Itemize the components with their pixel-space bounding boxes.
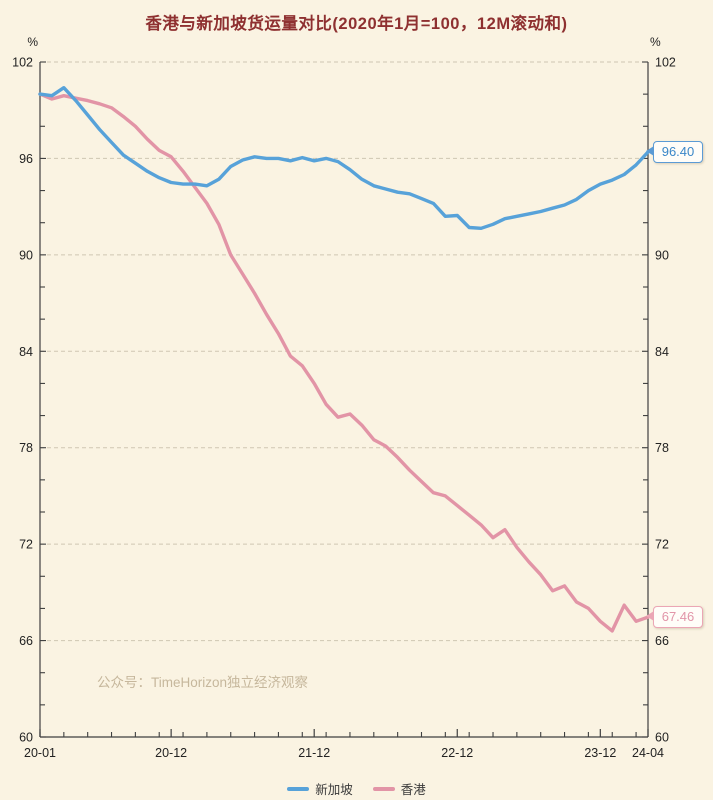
x-axis-label: 24-04: [632, 746, 664, 760]
y-axis-label-right: 102: [655, 56, 676, 70]
y-axis-label-left: 96: [19, 152, 33, 166]
page-title: 香港与新加坡货运量对比(2020年1月=100，12M滚动和): [145, 15, 568, 33]
watermark-text: 公众号：TimeHorizon独立经济观察: [97, 675, 309, 690]
x-axis-label: 21-12: [298, 746, 330, 760]
series-line-hongkong: [38, 92, 650, 633]
y-axis-label-left: 66: [19, 634, 33, 648]
hongkong-end-value: 67.46: [661, 609, 695, 624]
x-axis-label: 22-12: [441, 746, 473, 760]
y-axis-label-right: 84: [655, 345, 669, 359]
y-axis-label-left: 60: [19, 731, 33, 745]
legend-item-hongkong: 香港: [372, 779, 426, 798]
x-axis-label: 20-01: [24, 746, 56, 760]
y-axis-label-right: 60: [655, 731, 669, 745]
y-axis-label-right: 78: [655, 441, 669, 455]
y-axis-label-right: 90: [655, 248, 669, 262]
singapore-end-value: 96.40: [661, 144, 695, 159]
y-axis-label-left: 102: [12, 56, 33, 70]
singapore-end-value-callout: 96.40: [646, 141, 703, 163]
series-line-singapore: [38, 85, 650, 231]
legend-label-singapore: 新加坡: [315, 783, 353, 797]
y-axis-label-left: 78: [19, 441, 33, 455]
x-axis-label: 20-12: [155, 746, 187, 760]
chart-legend: 新加坡 香港: [0, 779, 713, 798]
hongkong-end-value-callout: 67.46: [646, 606, 703, 628]
x-axis-label: 23-12: [584, 746, 616, 760]
y-axis-label-left: 90: [19, 248, 33, 262]
y-axis-label-left: 84: [19, 345, 33, 359]
y-axis-unit-left: %: [27, 35, 38, 49]
legend-item-singapore: 新加坡: [287, 779, 353, 798]
callout-arrow-left-icon: [646, 146, 654, 156]
hongkong-line-swatch-icon: [372, 786, 395, 791]
singapore-line-swatch-icon: [287, 786, 310, 791]
legend-label-hongkong: 香港: [400, 783, 426, 797]
y-axis-label-right: 72: [655, 538, 669, 552]
callout-arrow-left-icon: [646, 611, 654, 621]
y-axis-label-left: 72: [19, 538, 33, 552]
y-axis-unit-right: %: [650, 35, 661, 49]
y-axis-label-right: 66: [655, 634, 669, 648]
